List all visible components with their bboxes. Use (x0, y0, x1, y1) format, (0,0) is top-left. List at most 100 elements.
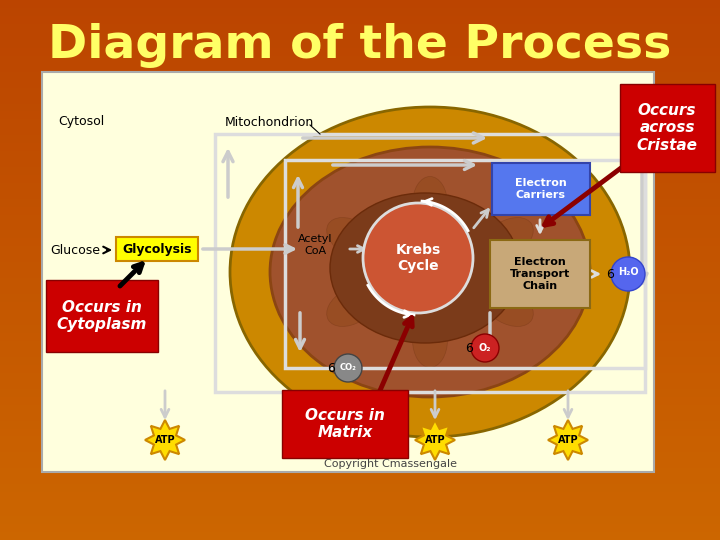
Ellipse shape (413, 313, 448, 368)
Bar (0, 492, 720, 493)
Bar (0, 16, 720, 17)
Bar (0, 229, 720, 230)
Bar (0, 138, 720, 139)
Bar (0, 268, 720, 269)
Bar (0, 460, 720, 461)
Bar (215, 134, 645, 392)
Bar (0, 374, 720, 375)
Bar (0, 33, 720, 34)
Bar (0, 394, 720, 395)
Bar (0, 132, 720, 133)
Bar (0, 26, 720, 27)
Bar (0, 217, 720, 218)
Text: Glycolysis: Glycolysis (122, 242, 192, 255)
Bar (0, 439, 720, 440)
Bar (0, 383, 720, 384)
Bar (0, 476, 720, 477)
Bar (0, 330, 720, 331)
Bar (0, 484, 720, 485)
Bar (0, 1, 720, 2)
Bar (0, 126, 720, 127)
Bar (0, 233, 720, 234)
Bar (0, 515, 720, 516)
Bar (0, 363, 720, 364)
Bar (0, 402, 720, 403)
Bar (0, 370, 720, 371)
Bar (0, 503, 720, 504)
Bar (0, 284, 720, 285)
Bar (0, 410, 720, 411)
Bar (0, 440, 720, 441)
Bar (0, 187, 720, 188)
Bar (0, 65, 720, 66)
Bar (0, 341, 720, 342)
Bar (0, 337, 720, 338)
Bar (0, 149, 720, 150)
Bar (0, 97, 720, 98)
Bar (0, 395, 720, 396)
Text: 6: 6 (327, 361, 335, 375)
Bar (0, 344, 720, 345)
Bar (0, 458, 720, 459)
Bar (0, 527, 720, 528)
Bar (0, 172, 720, 173)
Bar (0, 168, 720, 169)
Bar (0, 404, 720, 405)
Bar (0, 537, 720, 538)
Bar (0, 188, 720, 189)
Bar (0, 349, 720, 350)
Bar (0, 317, 720, 318)
Bar (0, 448, 720, 449)
Bar (0, 194, 720, 195)
Bar (0, 248, 720, 249)
Circle shape (334, 354, 362, 382)
Bar (46, 280, 158, 352)
Bar (0, 201, 720, 202)
Bar (0, 482, 720, 483)
Bar (0, 519, 720, 520)
Bar (0, 453, 720, 454)
Bar (0, 381, 720, 382)
Bar (0, 81, 720, 82)
Bar (0, 298, 720, 299)
Bar (0, 78, 720, 79)
Bar (0, 86, 720, 87)
Bar (0, 274, 720, 275)
Bar (0, 535, 720, 536)
Bar (0, 249, 720, 250)
Bar (0, 50, 720, 51)
Bar (0, 197, 720, 198)
Bar (0, 200, 720, 201)
Bar (0, 536, 720, 537)
Bar (0, 171, 720, 172)
Bar (0, 240, 720, 241)
Ellipse shape (327, 218, 377, 259)
Bar (0, 265, 720, 266)
Bar (0, 74, 720, 75)
Bar (0, 303, 720, 304)
Bar (0, 262, 720, 263)
Bar (0, 297, 720, 298)
Polygon shape (145, 420, 185, 460)
Bar (0, 426, 720, 427)
Bar (0, 207, 720, 208)
Bar (0, 266, 720, 267)
Bar (0, 183, 720, 184)
Bar (0, 98, 720, 99)
Bar (0, 351, 720, 352)
Bar (0, 93, 720, 94)
Bar (0, 85, 720, 86)
Bar (0, 114, 720, 115)
Bar (0, 246, 720, 247)
Bar (0, 517, 720, 518)
Bar (0, 228, 720, 229)
Text: Krebs
Cycle: Krebs Cycle (395, 243, 441, 273)
Bar (0, 412, 720, 413)
Bar (0, 125, 720, 126)
Bar (0, 245, 720, 246)
Ellipse shape (482, 218, 534, 259)
Bar (0, 329, 720, 330)
Bar (0, 5, 720, 6)
Bar (0, 372, 720, 373)
Bar (0, 83, 720, 84)
